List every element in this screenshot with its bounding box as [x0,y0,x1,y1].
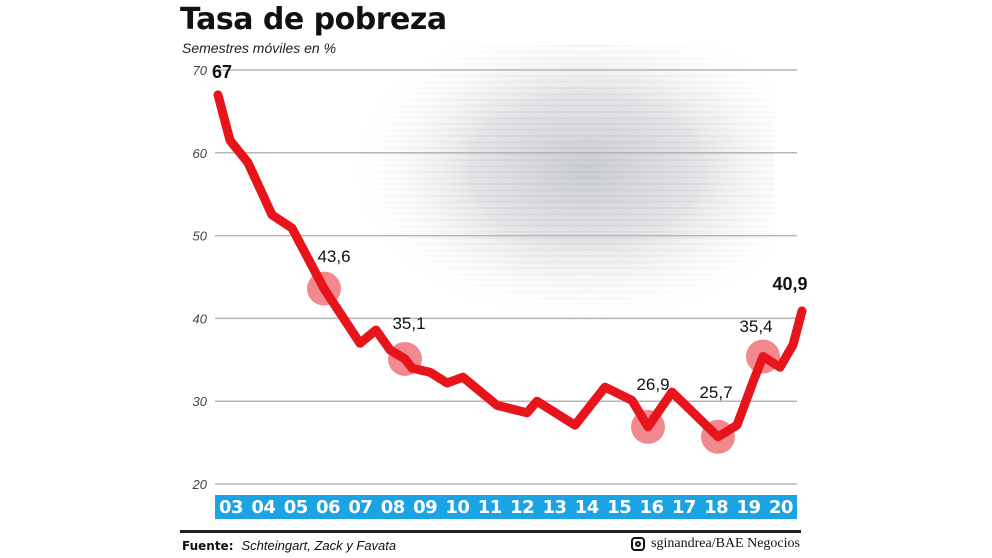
x-tick-label: 14 [574,496,600,518]
data-label: 40,9 [772,274,807,294]
y-tick-label: 30 [193,394,208,409]
credit-text: sginandrea/BAE Negocios [651,536,800,551]
chart-subtitle: Semestres móviles en % [182,40,337,56]
data-label: 35,4 [739,317,772,336]
gridlines [215,69,797,485]
instagram-icon [631,537,646,551]
y-tick-label: 40 [193,311,208,326]
x-tick-label: 09 [413,496,438,518]
x-tick-label: 10 [445,496,470,518]
x-tick-label: 06 [316,496,341,518]
background-photo [355,45,775,320]
y-tick-label: 50 [193,229,208,244]
footer-divider [180,530,801,533]
x-tick-label: 13 [542,496,567,518]
chart-title: Tasa de pobreza [180,2,447,37]
y-axis-ticks: 70 60 50 40 30 20 [192,63,208,492]
x-axis-year-bar: 03 04 05 06 07 08 09 10 11 12 13 14 15 16 17 18 19 20 [215,495,797,519]
x-tick-label: 19 [736,496,762,518]
x-tick-label: 04 [251,496,276,518]
credit: sginandrea/BAE Negocios [631,536,800,552]
poverty-rate-line [213,90,807,442]
source-note: Fuente: Schteingart, Zack y Favata [182,538,396,553]
data-label: 26,9 [636,375,669,394]
data-label: 43,6 [317,247,350,266]
source-label: Fuente: [182,539,234,553]
x-tick-label: 15 [607,496,632,518]
x-tick-label: 12 [510,496,535,518]
x-tick-label: 20 [768,496,794,518]
x-tick-label: 17 [671,496,697,518]
y-tick-label: 60 [193,146,208,161]
data-label: 67 [212,62,232,82]
source-text: Schteingart, Zack y Favata [241,538,397,553]
x-tick-label: 03 [219,496,244,518]
data-labels: 67 43,6 35,1 26,9 25,7 35,4 40,9 [212,62,808,402]
y-tick-label: 20 [192,477,208,492]
y-tick-label: 70 [193,63,208,78]
x-tick-label: 18 [704,496,729,518]
data-label: 25,7 [699,383,732,402]
x-tick-label: 16 [639,496,664,518]
data-label: 35,1 [392,314,425,333]
x-tick-label: 07 [348,496,373,518]
x-tick-label: 05 [283,496,309,518]
x-tick-label: 11 [477,496,503,518]
x-tick-label: 08 [380,496,406,518]
